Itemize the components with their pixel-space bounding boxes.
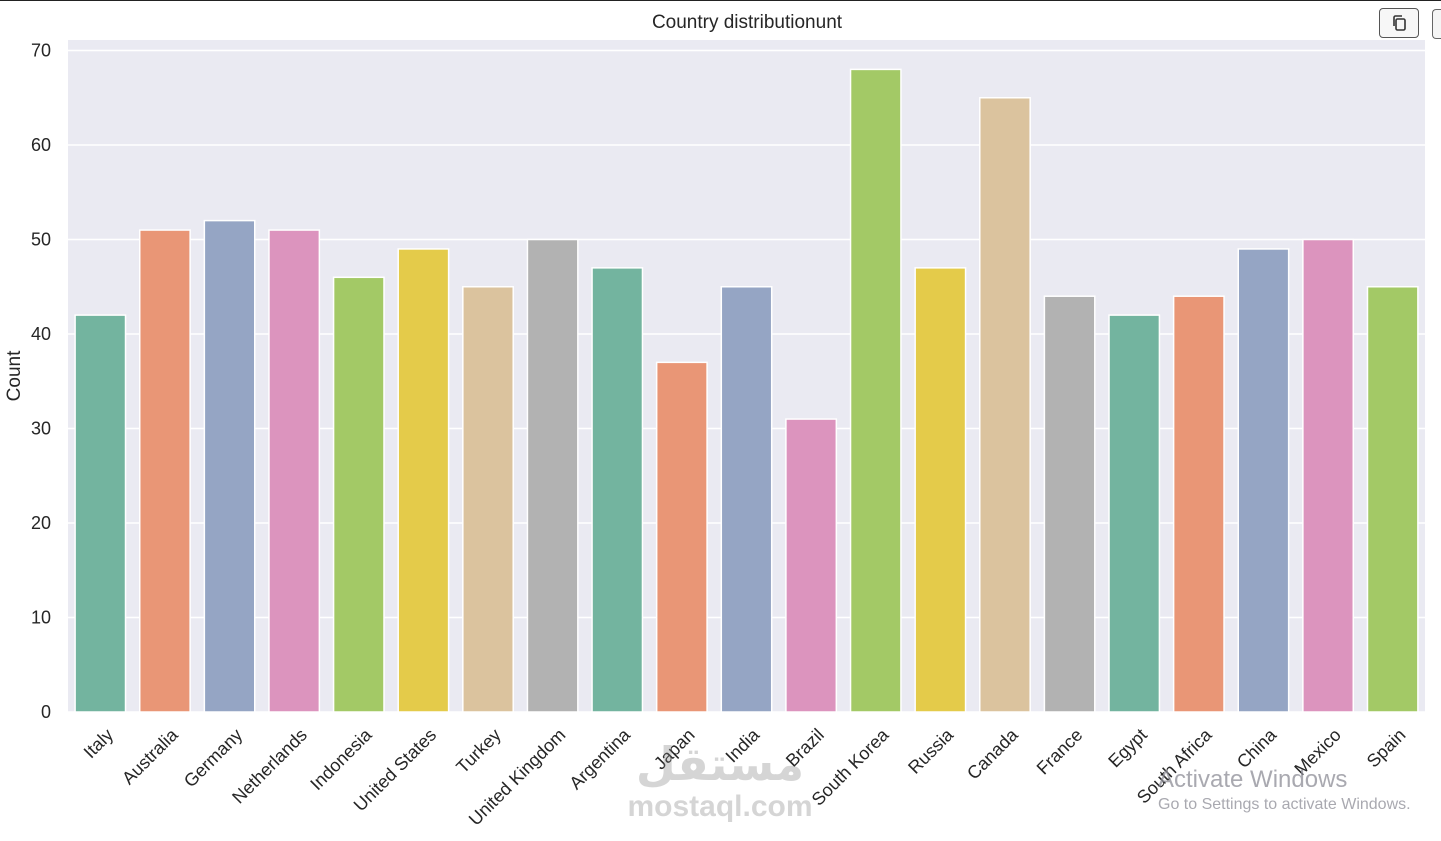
bar-australia [138,229,191,713]
bar-united-kingdom [526,238,579,713]
bar-mexico [1302,238,1355,713]
bar-india [720,286,773,713]
bar-united-states [397,248,450,713]
x-tick-label: Australia [118,724,182,788]
bar-turkey [462,286,514,713]
x-tick-label: Canada [963,724,1022,783]
bar-spain [1366,286,1419,713]
x-tick-label: Brazil [782,725,828,771]
top-border [0,0,1441,1]
y-tick-label: 40 [31,324,51,344]
y-tick-label: 20 [31,513,51,533]
y-axis-label: Count [4,350,25,401]
x-tick-labels: Italy AustraliaGermanyNetherlandsIndonesi… [80,724,1410,829]
copy-icon [1393,15,1406,31]
x-tick-label: Russia [904,724,958,778]
x-tick-label: Japan [650,725,699,774]
bar-brazil [785,418,838,713]
copy-button[interactable] [1379,8,1419,38]
y-tick-label: 60 [31,135,51,155]
x-tick-label: Egypt [1104,725,1151,772]
bar-south-korea [849,68,902,713]
bar-italy [74,314,127,713]
x-tick-label: Argentina [565,724,634,793]
x-tick-label: France [1033,725,1087,779]
x-tick-label: Indonesia [306,724,376,794]
y-tick-label: 0 [41,702,51,722]
bar-south-africa [1172,295,1225,713]
chart-title: Country distributionunt [652,12,843,33]
bar-indonesia [332,276,385,713]
bars [74,68,1419,713]
y-tick-labels: 0 10 20 30 40 50 60 70 [31,41,51,723]
bar-egypt [1108,314,1161,713]
bar-china [1237,248,1290,713]
y-tick-label: 70 [31,41,51,61]
x-tick-label: Turkey [452,725,505,778]
y-tick-label: 50 [31,230,51,250]
bar-netherlands [268,229,321,713]
y-tick-label: 30 [31,419,51,439]
bar-canada [979,97,1031,713]
bar-germany [203,219,256,713]
x-tick-label: Germany [180,725,246,791]
bar-argentina [591,267,644,713]
bar-france [1043,295,1096,713]
bar-japan [655,361,708,713]
bar-russia [914,267,967,713]
x-tick-label: China [1233,724,1281,772]
x-tick-label: Mexico [1290,725,1344,779]
x-tick-label: Spain [1363,725,1410,772]
y-tick-label: 10 [31,608,51,628]
x-tick-label: Italy [80,725,117,762]
x-tick-label: India [722,724,764,766]
side-panel-button[interactable] [1432,9,1441,39]
